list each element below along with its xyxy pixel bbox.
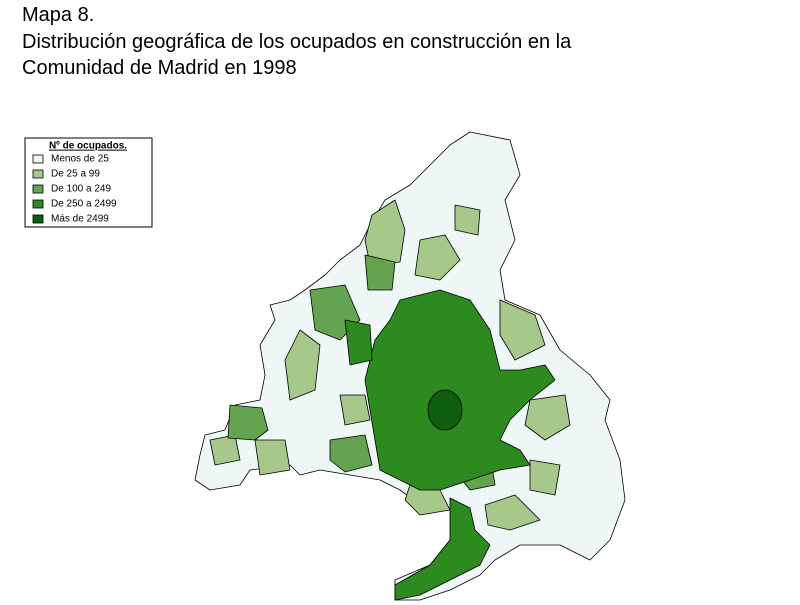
legend-swatch — [32, 154, 44, 164]
legend-label: De 250 a 2499 — [51, 199, 117, 210]
legend-label: De 100 a 249 — [51, 184, 111, 195]
legend-label: Menos de 25 — [51, 154, 109, 165]
municipality — [499, 299, 546, 361]
legend: Nº de ocupados. Menos de 25 De 25 a 99 De … — [24, 137, 153, 228]
map-label: Mapa 8. — [22, 4, 95, 26]
legend-swatch — [32, 184, 44, 194]
municipality — [227, 404, 269, 441]
legend-swatch — [32, 199, 44, 209]
municipality — [364, 289, 556, 491]
municipality — [209, 434, 241, 466]
title: Comunidad de Madrid en 1998 — [22, 57, 297, 79]
municipality — [364, 254, 396, 291]
municipality — [344, 319, 373, 366]
legend-label: De 25 a 99 — [51, 169, 100, 180]
legend-box — [24, 137, 153, 228]
municipality — [329, 434, 373, 473]
legend-swatch — [32, 214, 44, 224]
municipality — [529, 459, 561, 496]
legend-label: Más de 2499 — [51, 214, 109, 225]
municipality — [484, 494, 541, 531]
legend-swatch — [32, 169, 44, 179]
municipality — [284, 329, 321, 401]
municipality — [394, 497, 491, 601]
legend-title: Nº de ocupados. — [49, 141, 127, 152]
municipality — [414, 234, 461, 281]
municipality — [524, 394, 571, 441]
title: Distribución geográfica de los ocupados … — [22, 31, 572, 53]
municipality — [427, 389, 463, 431]
municipality — [339, 394, 371, 426]
municipality — [364, 199, 406, 266]
municipality — [454, 204, 481, 236]
municipality — [254, 439, 291, 476]
map — [194, 131, 626, 601]
